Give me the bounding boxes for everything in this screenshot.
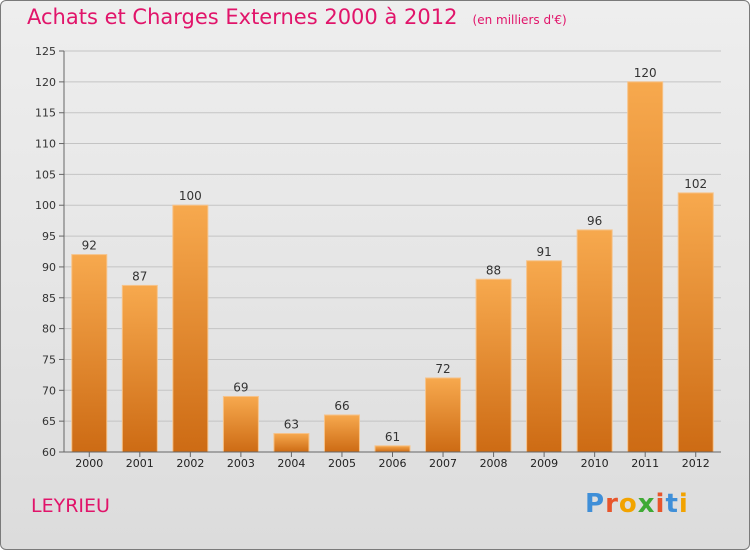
bar-2010 [576,229,613,453]
bar-2002 [172,204,209,453]
grid-lines [64,50,721,453]
x-tick-label-2007: 2007 [429,457,457,470]
x-tick-label-2010: 2010 [581,457,609,470]
logo-letter: P [585,489,606,519]
bar-2011 [627,81,664,453]
x-tick-label-2008: 2008 [480,457,508,470]
bars: 92 87 100 69 63 66 61 72 88 91 96 120 102 [71,66,714,453]
x-tick-label-2001: 2001 [126,457,154,470]
data-label-2000: 92 [82,239,97,253]
y-tick-label: 90 [42,261,56,274]
y-tick-label: 75 [42,353,56,366]
logo-letter: r [605,489,619,519]
y-tick-label: 85 [42,292,56,305]
y-tick-label: 110 [35,138,56,151]
y-tick-label: 100 [35,199,56,212]
y-tick-label: 95 [42,230,56,243]
y-tick-label: 70 [42,384,56,397]
logo-letter: t [665,489,679,519]
data-label-2006: 61 [385,430,400,444]
x-tick-label-2006: 2006 [379,457,407,470]
data-label-2004: 63 [284,417,299,431]
x-tick-label-2003: 2003 [227,457,255,470]
data-label-2009: 91 [536,245,551,259]
x-tick-label-2005: 2005 [328,457,356,470]
data-label-2012: 102 [684,177,707,191]
data-label-2001: 87 [132,269,147,283]
title-row: Achats et Charges Externes 2000 à 2012 (… [27,5,567,29]
logo-letter: x [637,489,656,519]
x-tick-label-2004: 2004 [277,457,305,470]
bar-2000 [71,254,108,453]
bar-2003 [222,395,259,453]
commune-name: LEYRIEU [31,495,110,517]
y-tick-label: 125 [35,45,56,58]
x-axis: 2000 2001 2002 2003 2004 2005 2006 2007 2008 2009… [64,451,721,470]
data-label-2008: 88 [486,263,501,277]
bar-2005 [323,414,360,453]
proxiti-logo: Proxiti [585,489,689,519]
chart-title: Achats et Charges Externes 2000 à 2012 [27,5,458,29]
y-tick-label: 80 [42,323,56,336]
data-label-2005: 66 [334,399,349,413]
y-tick-label: 60 [42,446,56,459]
data-label-2011: 120 [634,66,657,80]
data-label-2002: 100 [179,189,202,203]
bar-2008 [475,278,512,453]
chart-subtitle: (en milliers d'€) [472,13,567,27]
bar-2006 [374,445,411,453]
y-tick-label: 65 [42,415,56,428]
bar-2012 [677,192,714,453]
y-tick-label: 120 [35,76,56,89]
x-tick-label-2002: 2002 [176,457,204,470]
x-tick-label-2012: 2012 [682,457,710,470]
x-tick-label-2011: 2011 [631,457,659,470]
bar-2004 [273,432,310,453]
logo-letter: o [618,489,638,519]
data-label-2003: 69 [233,380,248,394]
x-tick-label-2000: 2000 [75,457,103,470]
data-label-2010: 96 [587,214,602,228]
data-label-2007: 72 [435,362,450,376]
logo-letter: i [655,489,666,519]
bar-2001 [121,284,158,453]
y-tick-label: 115 [35,107,56,120]
bar-2007 [425,377,462,453]
y-axis: 60 65 70 75 80 85 90 95 100 105 110 115 120 125 [35,45,65,459]
x-tick-label-2009: 2009 [530,457,558,470]
y-tick-label: 105 [35,168,56,181]
bar-2009 [526,260,563,453]
logo-letter: i [678,489,689,519]
